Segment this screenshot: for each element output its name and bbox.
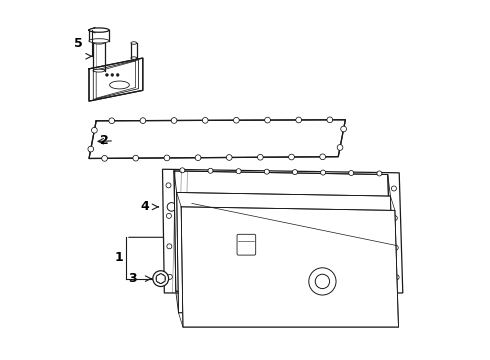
Circle shape [265,117,270,123]
Text: 5: 5 [74,37,82,50]
Circle shape [257,154,263,160]
Circle shape [248,289,254,294]
Circle shape [111,73,114,76]
Circle shape [337,145,343,150]
Polygon shape [174,171,392,291]
Circle shape [195,155,201,161]
Polygon shape [181,207,398,327]
Polygon shape [163,169,403,293]
Circle shape [140,118,146,123]
Ellipse shape [89,28,109,32]
Circle shape [378,289,383,294]
Circle shape [236,169,241,174]
Circle shape [88,146,94,152]
Ellipse shape [89,39,109,43]
Circle shape [341,126,346,132]
Text: 1: 1 [114,251,123,265]
Circle shape [314,289,318,294]
Circle shape [167,274,172,279]
Circle shape [320,154,325,160]
Circle shape [92,127,97,133]
Ellipse shape [110,81,129,89]
Circle shape [346,289,351,294]
Circle shape [264,169,270,174]
Circle shape [164,199,179,215]
Circle shape [133,155,139,161]
Circle shape [167,213,172,219]
Circle shape [166,183,171,188]
Text: 2: 2 [100,134,109,147]
Circle shape [394,275,399,280]
FancyBboxPatch shape [237,234,256,255]
Circle shape [208,168,213,173]
Text: 3: 3 [128,272,136,285]
Circle shape [281,289,286,294]
Circle shape [293,170,297,175]
Circle shape [309,268,336,295]
Circle shape [377,171,382,176]
Circle shape [184,289,189,294]
Circle shape [226,154,232,160]
Circle shape [105,73,108,76]
Ellipse shape [131,42,137,44]
Polygon shape [89,58,143,101]
Polygon shape [89,120,345,158]
Circle shape [156,274,166,283]
Circle shape [102,156,107,161]
Circle shape [234,117,239,123]
Circle shape [153,271,169,287]
Circle shape [392,186,396,191]
Polygon shape [156,274,165,284]
Circle shape [167,203,176,211]
Ellipse shape [131,57,137,59]
Circle shape [167,244,172,249]
Circle shape [289,154,294,160]
Circle shape [320,170,325,175]
Circle shape [349,171,354,176]
Circle shape [393,245,398,250]
Circle shape [171,118,177,123]
Circle shape [164,155,170,161]
Ellipse shape [93,69,105,72]
Polygon shape [177,193,394,313]
Circle shape [296,117,301,123]
Circle shape [327,117,333,123]
Circle shape [116,73,119,76]
Text: 4: 4 [141,201,149,213]
Ellipse shape [93,41,105,44]
Circle shape [109,118,115,123]
Circle shape [202,117,208,123]
Circle shape [315,274,330,289]
Circle shape [216,289,221,294]
Circle shape [180,168,185,173]
Circle shape [392,216,397,221]
